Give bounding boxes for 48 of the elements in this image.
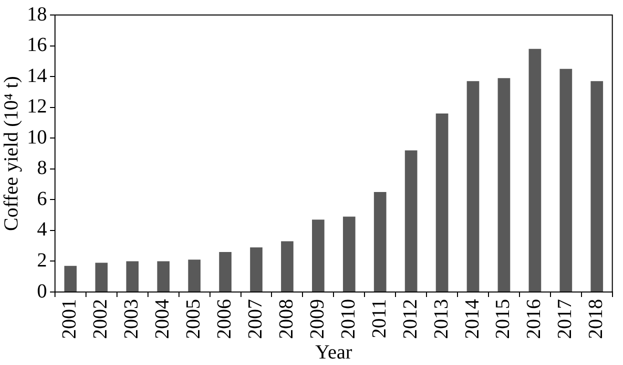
bar (188, 260, 201, 292)
x-tick-label: 2010 (337, 299, 360, 339)
x-tick-label: 2013 (430, 299, 452, 339)
bar (64, 266, 77, 292)
y-tick-label: 6 (37, 188, 47, 210)
bar (590, 81, 604, 292)
y-tick-label: 0 (37, 280, 47, 302)
x-tick-label: 2014 (461, 299, 484, 339)
bar (126, 261, 139, 292)
bar (219, 252, 232, 292)
x-tick-label: 2017 (554, 299, 576, 339)
bar (528, 48, 542, 292)
bar (374, 192, 386, 292)
y-tick-label: 12 (27, 96, 47, 118)
x-tick-label: 2018 (585, 299, 608, 339)
x-tick-label: 2009 (306, 299, 328, 339)
x-tick-label: 2004 (152, 299, 174, 339)
x-tick-label: 2016 (523, 299, 546, 339)
x-tick-label: 2007 (244, 299, 267, 339)
bar (157, 261, 170, 292)
bar (436, 113, 448, 292)
bar (250, 247, 262, 292)
bar (498, 78, 510, 292)
bar (312, 220, 324, 292)
y-tick-label: 16 (27, 34, 47, 56)
y-tick-label: 14 (27, 64, 47, 87)
y-tick-label: 4 (37, 218, 47, 241)
bar (466, 81, 480, 292)
bar (342, 216, 356, 292)
x-tick-label: 2006 (214, 299, 236, 339)
x-tick-label: 2011 (368, 299, 390, 338)
y-tick-label: 8 (37, 157, 47, 180)
x-axis-title: Year (315, 341, 352, 364)
x-tick-label: 2008 (275, 299, 298, 339)
y-tick-label: 10 (27, 126, 47, 148)
bar (404, 150, 418, 292)
x-tick-label: 2001 (58, 299, 81, 339)
x-tick-label: 2015 (492, 299, 514, 339)
y-axis-title: Coffee yield (10⁴ t) (0, 76, 22, 231)
x-tick-label: 2003 (120, 299, 143, 339)
y-tick-label: 18 (27, 3, 47, 26)
x-tick-label: 2012 (399, 299, 422, 339)
bar (95, 262, 108, 292)
x-tick-label: 2005 (182, 299, 205, 339)
bar (560, 68, 572, 292)
x-tick-label: 2002 (90, 299, 112, 339)
y-tick-label: 2 (37, 249, 47, 272)
bar (281, 241, 294, 292)
